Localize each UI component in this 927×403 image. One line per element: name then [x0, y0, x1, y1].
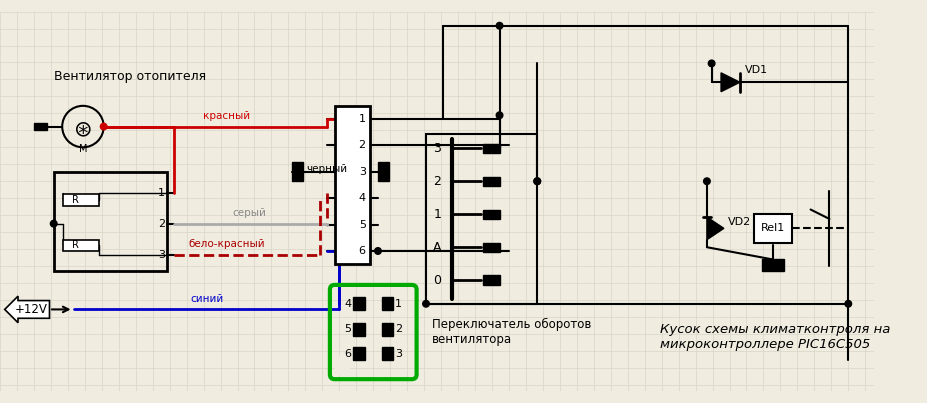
Circle shape	[534, 178, 540, 185]
Text: 1: 1	[359, 114, 366, 124]
Text: +12V: +12V	[14, 303, 47, 316]
Text: 6: 6	[344, 349, 351, 359]
Circle shape	[845, 301, 852, 307]
Text: 3: 3	[158, 250, 165, 260]
Bar	[292, 162, 303, 181]
Polygon shape	[721, 73, 740, 92]
Bar	[426, 134, 538, 304]
Text: 3: 3	[395, 349, 402, 359]
Bar	[382, 347, 393, 360]
Text: ⊛: ⊛	[73, 119, 93, 139]
Bar	[762, 260, 784, 271]
Text: 1: 1	[395, 299, 402, 309]
Text: 1: 1	[158, 187, 165, 197]
Text: 4: 4	[344, 299, 351, 309]
Text: синий: синий	[191, 294, 224, 304]
Text: 2: 2	[359, 140, 366, 150]
Bar	[353, 297, 364, 310]
Text: 0: 0	[433, 274, 441, 287]
Circle shape	[100, 123, 107, 130]
Circle shape	[496, 23, 502, 29]
Bar	[63, 194, 99, 206]
Text: Кусок схемы климатконтроля на
микроконтроллере PIC16C505: Кусок схемы климатконтроля на микроконтр…	[660, 323, 890, 351]
Bar	[483, 177, 500, 186]
Bar	[754, 214, 792, 243]
Bar	[335, 355, 349, 374]
Bar	[378, 162, 389, 181]
Text: VD1: VD1	[744, 65, 768, 75]
Bar	[54, 172, 167, 271]
Bar	[483, 276, 500, 285]
Text: R: R	[71, 195, 79, 205]
Text: 3: 3	[359, 167, 366, 177]
Bar	[382, 297, 393, 310]
Text: 4: 4	[359, 193, 366, 203]
Bar	[335, 106, 371, 264]
Text: R: R	[71, 240, 79, 250]
Bar	[353, 347, 364, 360]
Text: М: М	[79, 143, 87, 154]
Text: VD2: VD2	[728, 217, 751, 227]
Text: 5: 5	[359, 220, 366, 230]
Text: 2: 2	[434, 175, 441, 188]
Circle shape	[496, 112, 502, 118]
Text: 3: 3	[434, 142, 441, 155]
Bar	[483, 210, 500, 219]
Circle shape	[423, 301, 429, 307]
Polygon shape	[707, 217, 724, 240]
Text: черный: черный	[306, 164, 348, 174]
Text: 5: 5	[344, 324, 351, 334]
Text: красный: красный	[203, 111, 249, 121]
Circle shape	[50, 220, 57, 227]
Text: Переключатель оборотов
вентилятора: Переключатель оборотов вентилятора	[432, 318, 591, 346]
Circle shape	[708, 60, 715, 67]
Bar	[382, 323, 393, 336]
Circle shape	[704, 178, 710, 185]
Text: 1: 1	[434, 208, 441, 221]
Text: 2: 2	[158, 219, 165, 229]
Text: Вентилятор отопителя: Вентилятор отопителя	[54, 70, 206, 83]
Bar	[34, 123, 47, 130]
Text: серый: серый	[233, 208, 267, 218]
Bar	[63, 240, 99, 251]
Text: 6: 6	[359, 246, 366, 256]
Text: Rel1: Rel1	[761, 223, 785, 233]
Text: 2: 2	[395, 324, 402, 334]
Circle shape	[375, 248, 381, 254]
Text: A: A	[433, 241, 441, 254]
Bar	[353, 323, 364, 336]
Bar	[483, 143, 500, 153]
Bar	[483, 243, 500, 252]
Text: бело-красный: бело-красный	[188, 239, 264, 249]
Circle shape	[534, 178, 540, 185]
